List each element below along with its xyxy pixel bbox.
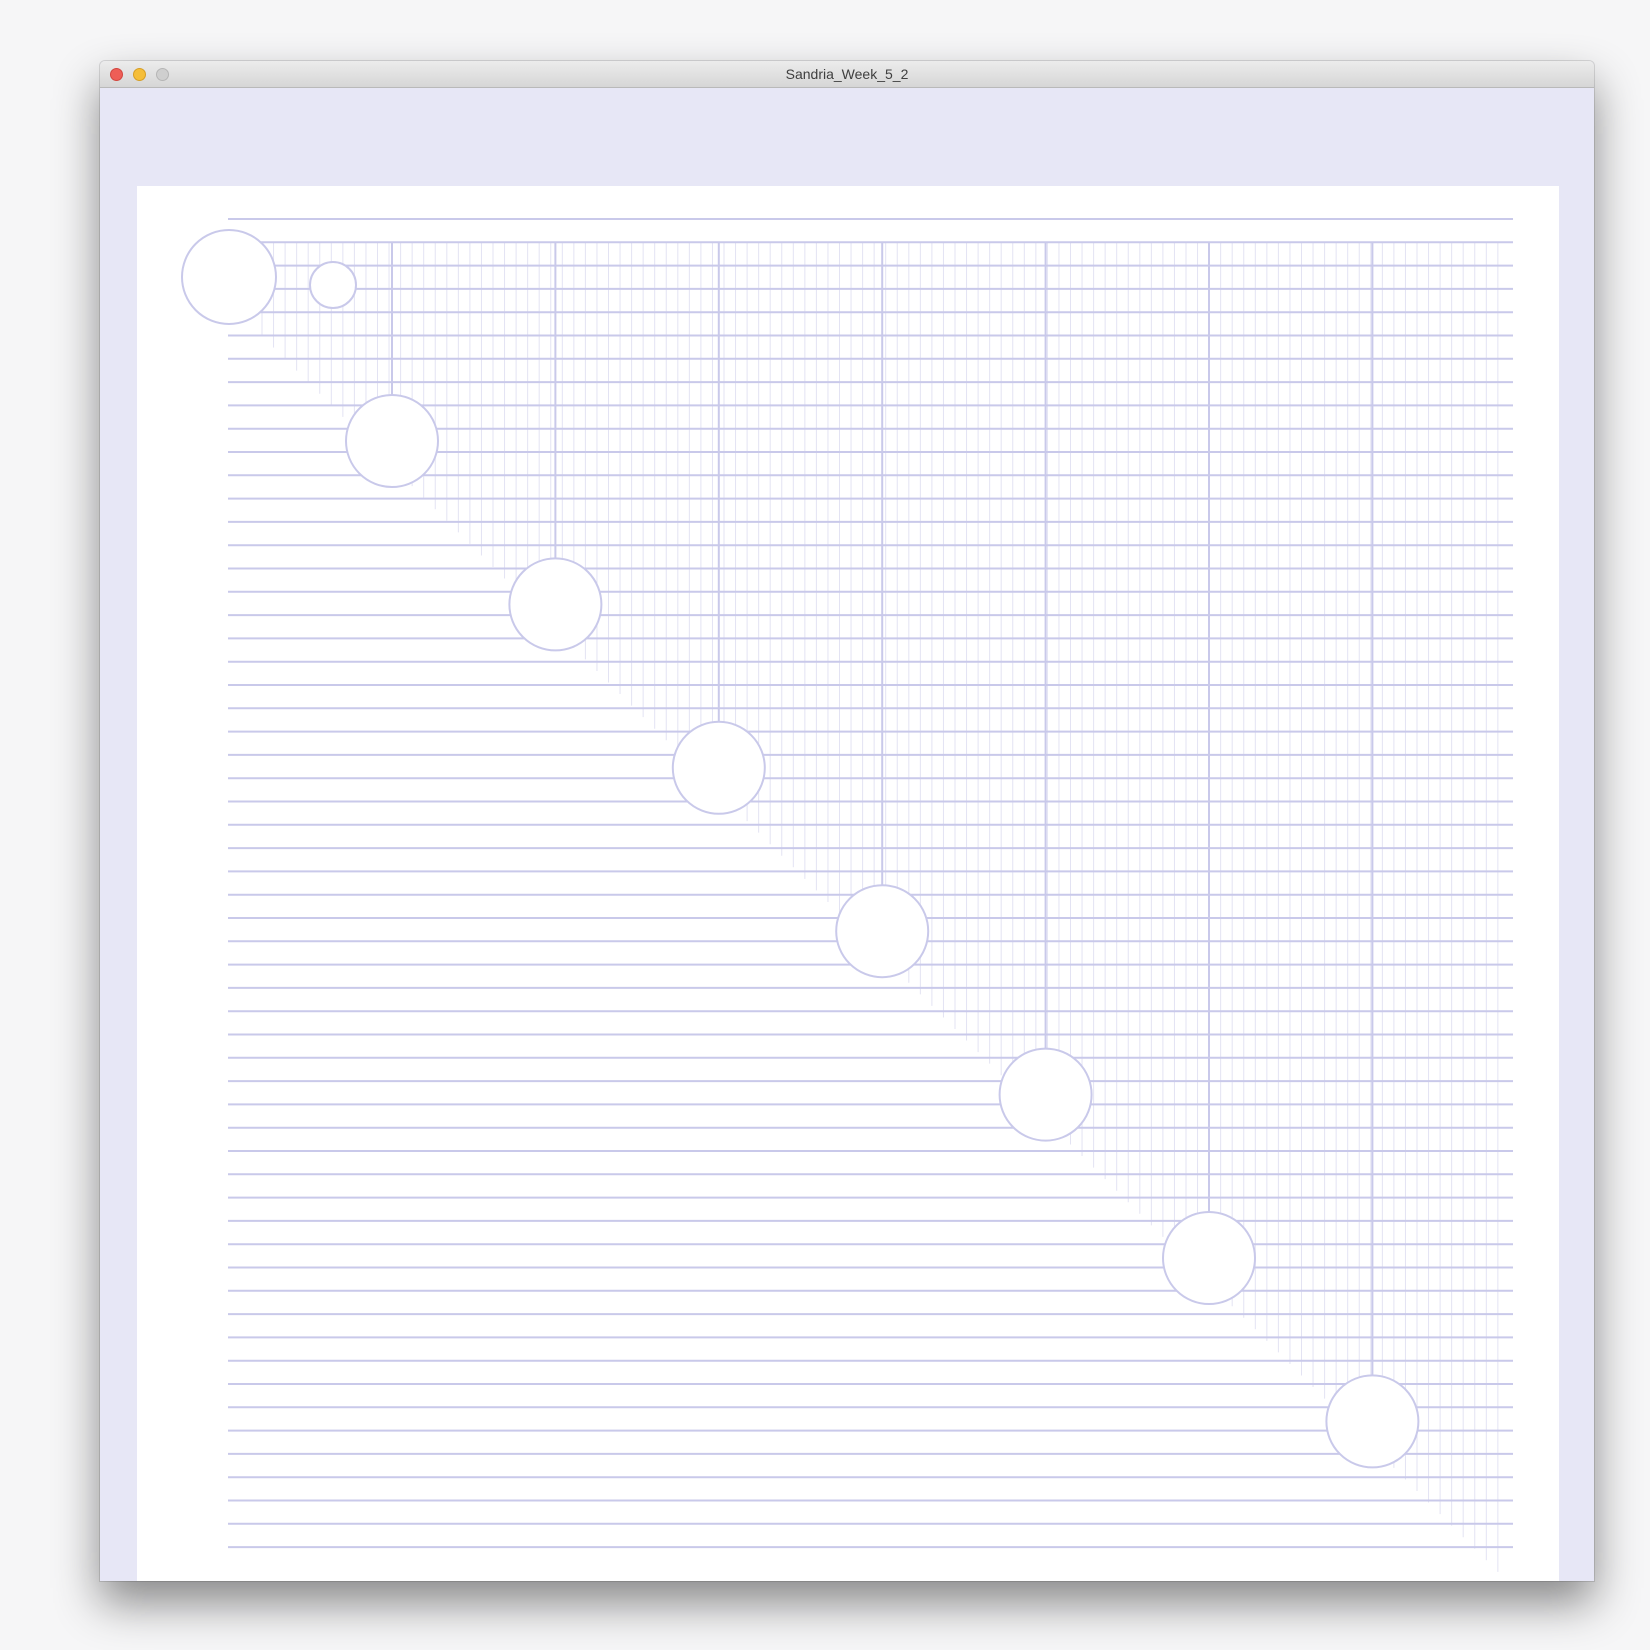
pendulum-circle — [836, 885, 928, 977]
pendulum-circle — [673, 722, 765, 814]
pendulum-circle — [1326, 1375, 1418, 1467]
pendulum-circle — [1000, 1049, 1092, 1141]
pendulum-circle — [346, 395, 438, 487]
sketch-canvas — [137, 186, 1559, 1581]
pendulum-circle — [1163, 1212, 1255, 1304]
small-circle — [310, 262, 356, 308]
app-window: Sandria_Week_5_2 — [100, 61, 1594, 1581]
sketch-area — [100, 88, 1594, 1581]
pendulum-circle — [509, 558, 601, 650]
corner-circle — [182, 230, 276, 324]
title-bar[interactable]: Sandria_Week_5_2 — [100, 61, 1594, 88]
window-title: Sandria_Week_5_2 — [100, 61, 1594, 88]
